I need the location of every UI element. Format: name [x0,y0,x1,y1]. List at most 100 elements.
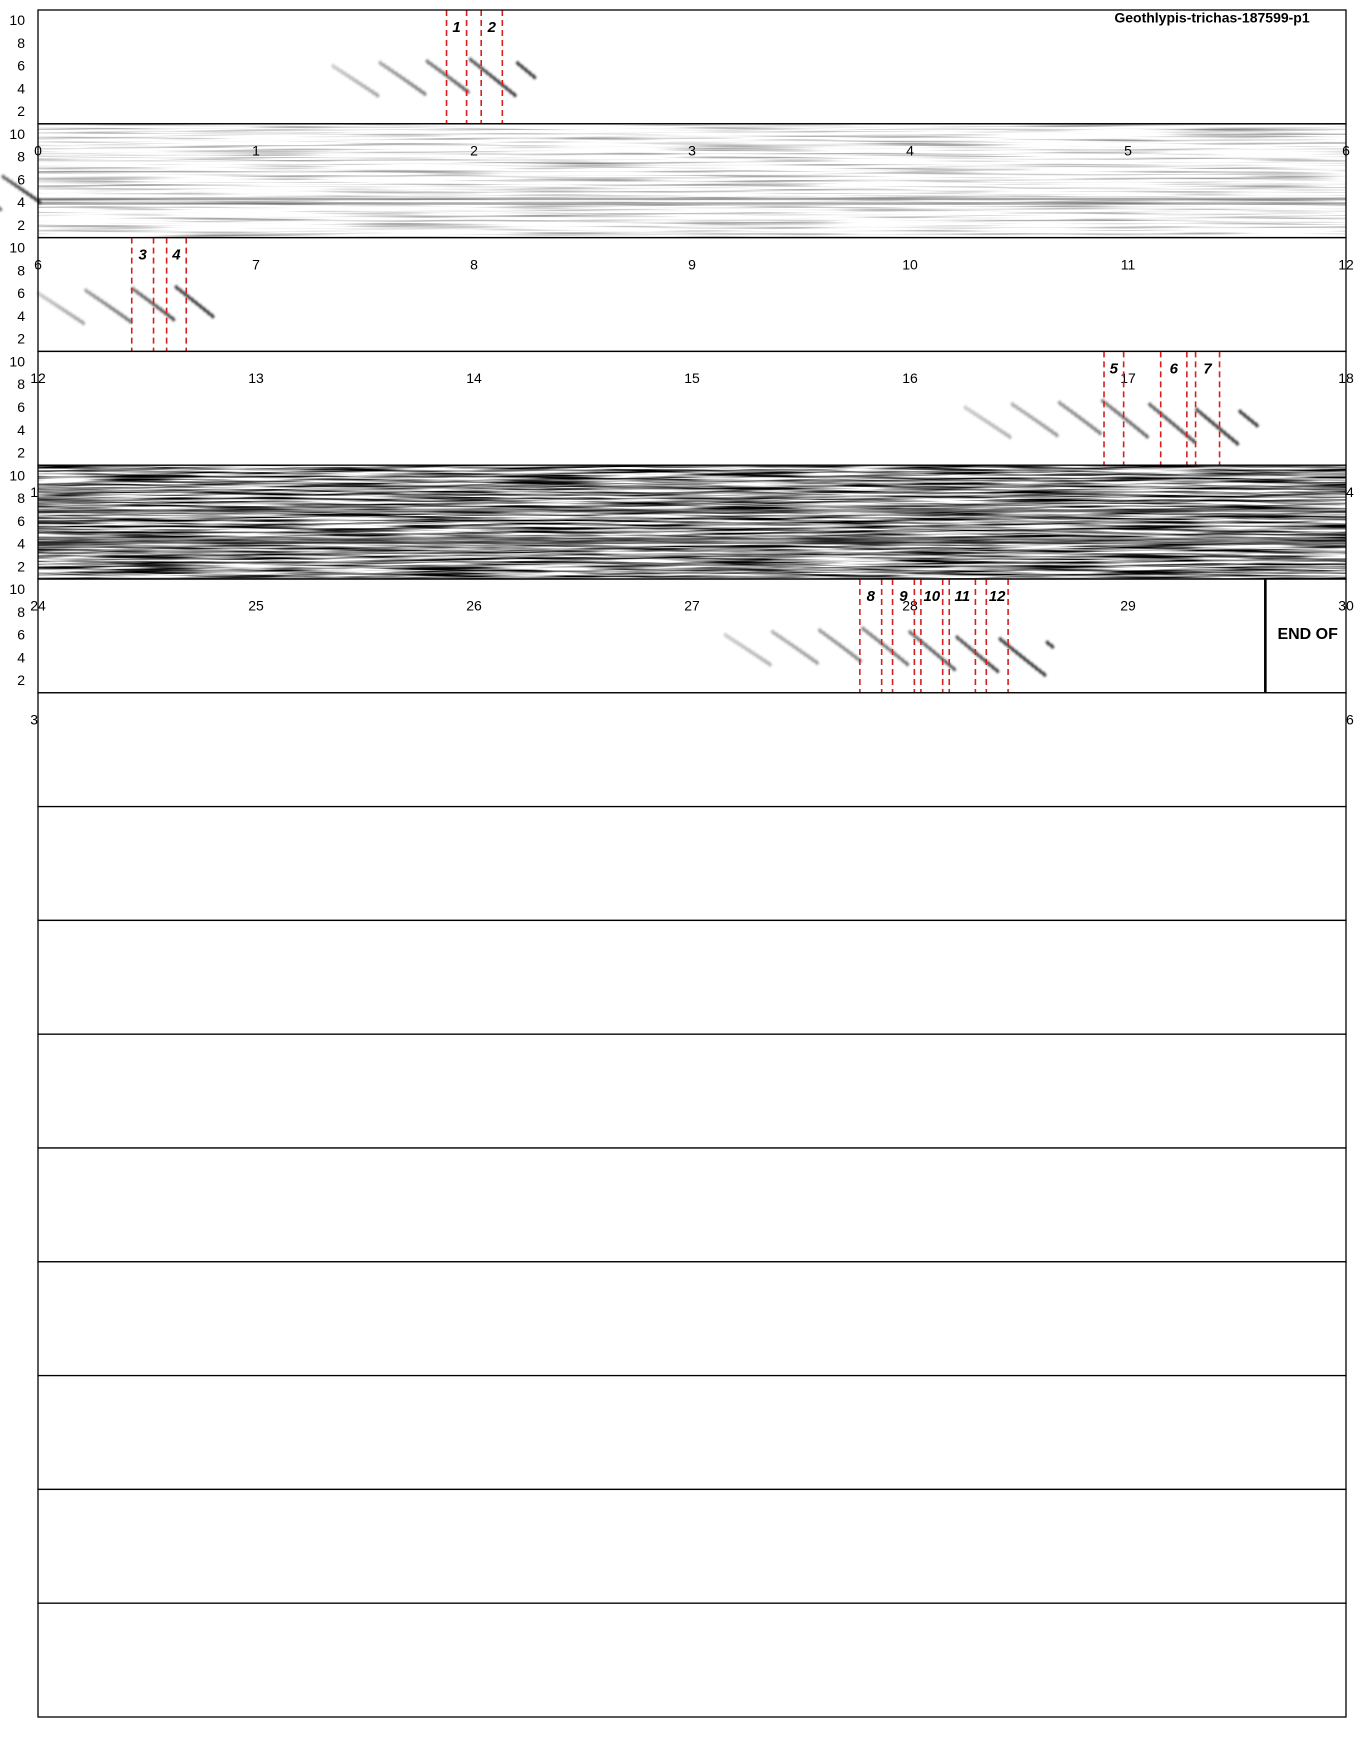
song-stroke [519,63,525,70]
song-stroke [794,645,800,652]
song-stroke [900,657,906,664]
song-stroke [1241,412,1248,419]
song-stroke [1088,423,1095,430]
song-stroke [413,84,420,91]
y-tick-label: 10 [9,126,25,142]
song-stroke [1135,426,1142,433]
song-stroke [805,653,812,660]
song-stroke [40,293,47,300]
song-stroke [91,293,98,300]
song-stroke [185,293,192,300]
song-stroke [1096,429,1103,436]
song-stroke [201,306,208,313]
song-stroke [978,654,985,661]
y-tick-label: 6 [17,513,25,529]
segment-label: 3 [138,247,147,264]
song-stroke [907,629,914,636]
song-stroke [1155,408,1162,415]
song-stroke [1041,423,1048,430]
song-stroke [990,423,997,429]
song-stroke [75,317,82,323]
y-tick-label: 4 [17,80,25,96]
song-stroke [193,300,200,307]
song-stroke [986,661,992,668]
song-stroke [1061,403,1067,410]
song-stroke [115,309,121,316]
panel [37,919,1347,1035]
panel-border [37,350,1347,466]
song-stroke [809,656,816,663]
song-stroke [1151,405,1158,412]
segment-label: 11 [955,588,971,605]
song-stroke [1041,671,1047,678]
song-stroke [1002,639,1008,646]
y-tick-label: 4 [17,536,25,552]
song-stroke [174,284,180,291]
song-stroke [872,635,879,642]
song-stroke [1010,401,1016,408]
song-stroke [472,60,478,67]
song-stroke [95,296,102,302]
panel-background [38,1375,1346,1490]
song-stroke [1104,401,1111,408]
song-stroke [876,638,883,645]
x-tick-label: 17 [1120,370,1136,386]
song-stroke [166,312,172,319]
song-stroke [982,417,989,424]
segment-label: 8 [867,588,876,605]
song-stroke [56,304,62,310]
song-stroke [994,667,1000,674]
song-stroke [177,287,184,294]
panel [37,1374,1347,1491]
panel [37,805,1347,922]
song-stroke [24,190,31,197]
song-stroke [833,639,839,646]
song-stroke [727,635,733,642]
song-stroke [107,304,113,311]
song-stroke [495,78,502,85]
song-stroke [12,182,19,189]
song-stroke [440,70,447,77]
song-stroke [837,642,843,649]
song-stroke [87,290,94,297]
x-tick-label: 27 [684,598,700,614]
song-stroke [998,428,1005,435]
song-stroke [1049,428,1056,435]
song-stroke [1026,412,1032,419]
y-tick-label: 4 [17,422,25,438]
y-tick-label: 10 [9,240,25,256]
song-stroke [892,651,898,658]
song-stroke [1249,418,1256,425]
song-stroke [146,298,153,305]
song-stroke [841,645,847,652]
song-stroke [750,650,757,657]
y-tick-label: 8 [17,604,25,620]
song-stroke [44,296,51,303]
song-stroke [1253,421,1260,428]
song-stroke [825,633,832,640]
song-stroke [1022,409,1028,416]
panel-background [38,920,1346,1035]
song-stroke [971,410,977,417]
song-stroke [397,73,404,80]
song-stroke [864,629,871,636]
panel-background [38,1489,1346,1604]
panel-background [38,238,1346,352]
y-tick-label: 2 [17,672,25,688]
y-tick-label: 2 [17,331,25,347]
song-stroke [1029,662,1036,668]
song-stroke [197,303,204,310]
x-tick-label: 8 [470,256,478,272]
song-stroke [1218,427,1224,433]
song-stroke [782,637,788,644]
song-stroke [468,57,474,64]
song-stroke [142,295,149,302]
song-stroke [943,659,949,666]
song-stroke [923,642,930,649]
y-tick-label: 4 [17,194,25,210]
song-stroke [739,642,745,649]
song-stroke [1037,420,1044,427]
song-stroke [1245,415,1252,422]
